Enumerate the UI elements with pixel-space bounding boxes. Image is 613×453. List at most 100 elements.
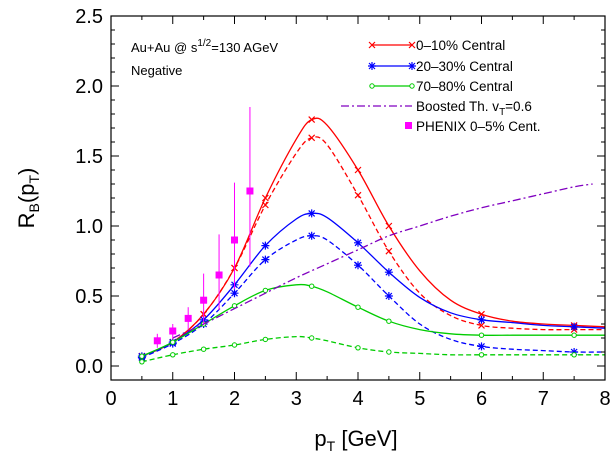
phenix-point bbox=[215, 271, 223, 279]
phenix-point bbox=[246, 187, 254, 195]
series-marker bbox=[262, 336, 269, 343]
series-marker bbox=[571, 352, 577, 358]
series-marker bbox=[261, 255, 270, 264]
legend-label-70-80: 70–80% Central bbox=[416, 79, 513, 94]
y-tick-label: 1.0 bbox=[75, 216, 103, 238]
phenix-point bbox=[200, 296, 208, 304]
plot-area bbox=[137, 107, 606, 365]
legend-label-20-30: 20–30% Central bbox=[416, 59, 513, 74]
series-marker bbox=[354, 238, 362, 247]
y-tick-label: 2.5 bbox=[75, 6, 103, 28]
series-marker bbox=[230, 289, 239, 298]
annotation-collision-b: =130 AGeV bbox=[211, 40, 278, 55]
series-marker bbox=[262, 287, 269, 294]
series-marker bbox=[308, 335, 315, 341]
legend-item-phenix: PHENIX 0–5% Cent. bbox=[405, 119, 541, 134]
y-axis-title-main: R bbox=[14, 212, 39, 228]
series-marker bbox=[477, 315, 486, 324]
series-marker bbox=[478, 321, 485, 329]
annotation-collision-sup: 1/2 bbox=[197, 38, 211, 49]
series-marker bbox=[170, 352, 176, 358]
x-tick-label: 4 bbox=[352, 388, 363, 410]
annotation-collision: Au+Au @ s1/2=130 AGeV bbox=[131, 38, 278, 55]
series-marker bbox=[261, 241, 270, 250]
phenix-point bbox=[153, 337, 161, 345]
legend-label-boosted-a: Boosted Th. v bbox=[416, 99, 499, 114]
y-tick-label: 0.0 bbox=[75, 356, 103, 378]
series-marker bbox=[354, 166, 362, 174]
series-marker bbox=[571, 332, 577, 338]
series-marker bbox=[385, 222, 393, 230]
phenix-point bbox=[169, 327, 177, 335]
legend-marker-70-80-right bbox=[409, 83, 415, 89]
y-axis-title-paren-open: (p bbox=[14, 184, 39, 204]
series-marker bbox=[200, 346, 207, 352]
series-marker bbox=[354, 261, 362, 270]
y-tick-label: 0.5 bbox=[75, 286, 103, 308]
legend-item-70-80: 70–80% Central bbox=[369, 79, 513, 94]
y-tick-label: 1.5 bbox=[75, 146, 103, 168]
x-tick-label: 6 bbox=[476, 388, 487, 410]
x-tick-label: 5 bbox=[414, 388, 425, 410]
legend-marker-20-30-right bbox=[408, 62, 416, 70]
series-marker bbox=[354, 191, 362, 199]
legend-item-0-10: 0–10% Central bbox=[368, 38, 505, 53]
legend-label-boosted-sub: T bbox=[499, 107, 505, 118]
series-marker bbox=[386, 349, 392, 355]
series-marker bbox=[355, 345, 361, 351]
legend-label-boosted: Boosted Th. vT=0.6 bbox=[416, 99, 532, 118]
series-marker bbox=[384, 292, 393, 300]
annotation-charge: Negative bbox=[131, 63, 182, 78]
series-marker bbox=[570, 348, 579, 356]
legend-marker-0-10-left bbox=[368, 41, 376, 49]
y-axis-title: RB(pT) bbox=[14, 168, 42, 229]
x-tick-label: 2 bbox=[229, 388, 240, 410]
legend-item-20-30: 20–30% Central bbox=[368, 59, 513, 74]
y-tick-label: 2.0 bbox=[75, 76, 103, 98]
series-marker bbox=[139, 359, 145, 365]
series-marker bbox=[308, 134, 316, 142]
x-axis-title-rest: [GeV] bbox=[335, 426, 397, 451]
series-marker bbox=[307, 209, 316, 218]
legend-label-0-10: 0–10% Central bbox=[416, 38, 505, 53]
legend-label-boosted-b: =0.6 bbox=[505, 99, 532, 114]
x-axis-title: pT [GeV] bbox=[314, 426, 397, 453]
y-axis-title-paren-close: ) bbox=[14, 168, 39, 175]
annotation-collision-a: Au+Au @ s bbox=[131, 40, 198, 55]
series-marker bbox=[308, 116, 316, 124]
legend-marker-0-10-right bbox=[408, 41, 416, 49]
x-tick-label: 1 bbox=[167, 388, 178, 410]
legend-marker-20-30-left bbox=[368, 62, 376, 70]
series-marker bbox=[386, 318, 392, 324]
series-marker bbox=[477, 342, 486, 351]
series-marker bbox=[170, 339, 176, 345]
x-tick-label: 8 bbox=[599, 388, 610, 410]
axes: 0 1 2 3 4 5 6 7 8 0.0 0.5 1.0 1.5 2.0 2.5 bbox=[75, 6, 610, 410]
y-axis-title-sub2: T bbox=[26, 175, 42, 184]
series-marker bbox=[478, 310, 485, 318]
x-tick-label: 3 bbox=[291, 388, 302, 410]
x-axis-title-main: p bbox=[314, 426, 326, 451]
legend-marker-phenix bbox=[405, 122, 412, 129]
series-marker bbox=[478, 332, 485, 338]
series-line bbox=[172, 183, 593, 339]
legend-marker-70-80-left bbox=[369, 83, 375, 89]
series-marker bbox=[355, 304, 361, 310]
series-marker bbox=[385, 247, 393, 255]
legend-item-boosted: Boosted Th. vT=0.6 bbox=[341, 99, 532, 118]
series-marker bbox=[308, 283, 315, 289]
series-marker bbox=[478, 352, 485, 358]
series-marker bbox=[307, 231, 316, 240]
x-axis-title-sub: T bbox=[327, 438, 336, 453]
x-tick-label: 7 bbox=[538, 388, 549, 410]
series-marker bbox=[384, 268, 393, 277]
phenix-point bbox=[184, 314, 192, 322]
series-marker bbox=[570, 322, 579, 331]
series-marker bbox=[261, 194, 269, 202]
y-axis-title-sub: B bbox=[26, 203, 42, 212]
legend: 0–10% Central 20–30% Central 70–80% Cent… bbox=[341, 38, 541, 134]
series-marker bbox=[231, 342, 238, 348]
series-marker bbox=[261, 201, 269, 209]
